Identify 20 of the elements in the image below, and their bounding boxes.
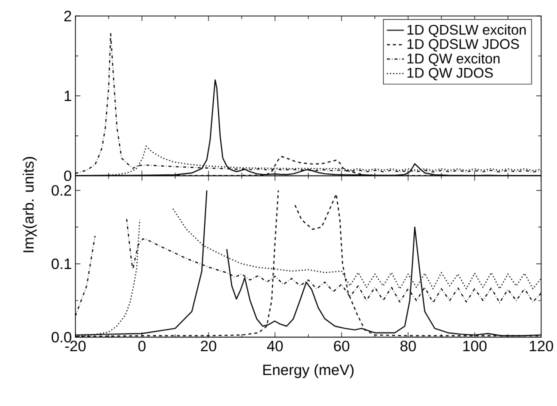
x-tick-label: 120 — [530, 340, 554, 352]
legend-label: 1D QDSLW JDOS — [408, 38, 519, 52]
x-tick-label: 80 — [400, 340, 416, 352]
legend-label: 1D QW JDOS — [408, 68, 493, 80]
x-axis-title: Energy (meV) — [263, 364, 354, 378]
y-tick-label: 0.0 — [52, 332, 72, 342]
y-tick-label: 1 — [64, 90, 72, 101]
x-tick-label: 100 — [463, 340, 487, 352]
x-tick-label: 60 — [334, 340, 350, 352]
y-axis-title: Imχ(arb. units) — [22, 156, 37, 252]
y-tick-label: 0 — [64, 170, 72, 181]
legend-label: 1D QDSLW exciton — [408, 24, 526, 38]
x-tick-label: 0 — [138, 340, 146, 352]
legend-label: 1D QW exciton — [408, 53, 500, 66]
y-tick-label: 0.2 — [52, 184, 72, 196]
x-tick-label: -20 — [65, 340, 86, 352]
y-tick-label: 2 — [64, 10, 72, 22]
x-tick-label: 20 — [200, 340, 216, 352]
y-tick-label: 0.1 — [52, 258, 72, 269]
x-tick-label: 40 — [267, 340, 283, 352]
